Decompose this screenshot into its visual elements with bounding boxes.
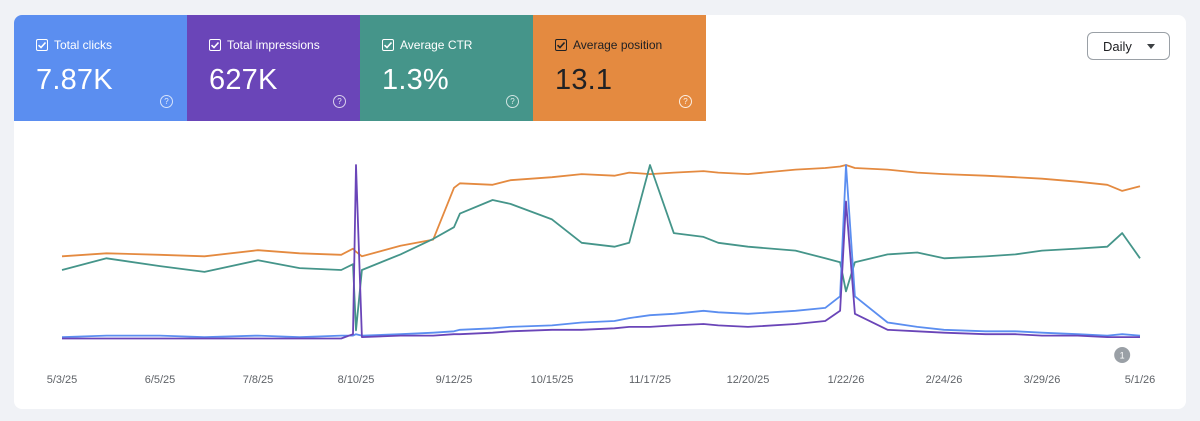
annotation-badge[interactable]: [1114, 347, 1131, 363]
help-icon[interactable]: ?: [333, 95, 346, 108]
x-tick-label: 7/8/25: [243, 374, 274, 386]
series-line-clicks: [61, 164, 1141, 338]
checkbox-checked-icon[interactable]: [382, 39, 394, 51]
x-tick-label: 11/17/25: [629, 374, 671, 386]
series-line-position: [61, 164, 1141, 258]
x-tick-label: 8/10/25: [338, 374, 375, 386]
series-line-ctr: [61, 164, 1141, 332]
granularity-dropdown[interactable]: Daily: [1087, 32, 1170, 60]
x-tick-label: 12/20/25: [727, 374, 770, 386]
x-tick-label: 1/22/26: [828, 374, 865, 386]
dropdown-label: Daily: [1103, 38, 1132, 54]
metric-head: Average CTR: [382, 38, 472, 52]
metric-value: 1.3%: [382, 64, 449, 96]
x-tick-label: 2/24/26: [926, 374, 963, 386]
metric-label: Total clicks: [54, 38, 113, 52]
metric-total-clicks[interactable]: Total clicks 7.87K ?: [14, 15, 187, 121]
metric-label: Average CTR: [400, 38, 473, 52]
metric-value: 627K: [209, 64, 278, 96]
metric-label: Average position: [573, 38, 663, 52]
metric-head: Average position: [555, 38, 662, 52]
annotation-label: 1: [1120, 351, 1125, 361]
metric-total-impressions[interactable]: Total impressions 627K ?: [187, 15, 360, 121]
metric-average-position[interactable]: Average position 13.1 ?: [533, 15, 706, 121]
performance-card: Total clicks 7.87K ? Total impressions 6…: [14, 15, 1186, 409]
performance-chart: 5/3/25 6/5/25 7/8/25 8/10/25 9/12/25 10/15/25…: [47, 164, 1156, 386]
x-tick-label: 5/1/26: [1125, 374, 1156, 386]
series-line-impressions: [62, 164, 1140, 340]
metric-head: Total impressions: [209, 38, 320, 52]
checkbox-checked-icon[interactable]: [36, 39, 48, 51]
x-tick-label: 3/29/26: [1024, 374, 1061, 386]
help-icon[interactable]: ?: [160, 95, 173, 108]
x-tick-label: 10/15/25: [531, 374, 574, 386]
metric-head: Total clicks: [36, 38, 112, 52]
checkbox-checked-icon[interactable]: [209, 39, 221, 51]
x-tick-label: 5/3/25: [47, 374, 78, 386]
metric-value: 13.1: [555, 64, 613, 96]
annotation-marker[interactable]: 1: [1114, 347, 1131, 363]
help-icon[interactable]: ?: [679, 95, 692, 108]
x-tick-label: 9/12/25: [436, 374, 473, 386]
help-icon[interactable]: ?: [506, 95, 519, 108]
x-tick-label: 6/5/25: [145, 374, 176, 386]
metric-value: 7.87K: [36, 64, 113, 96]
metric-tiles: Total clicks 7.87K ? Total impressions 6…: [14, 15, 706, 121]
checkbox-checked-icon[interactable]: [555, 39, 567, 51]
metric-average-ctr[interactable]: Average CTR 1.3% ?: [360, 15, 533, 121]
metric-label: Total impressions: [227, 38, 320, 52]
chevron-down-icon: [1147, 44, 1155, 49]
